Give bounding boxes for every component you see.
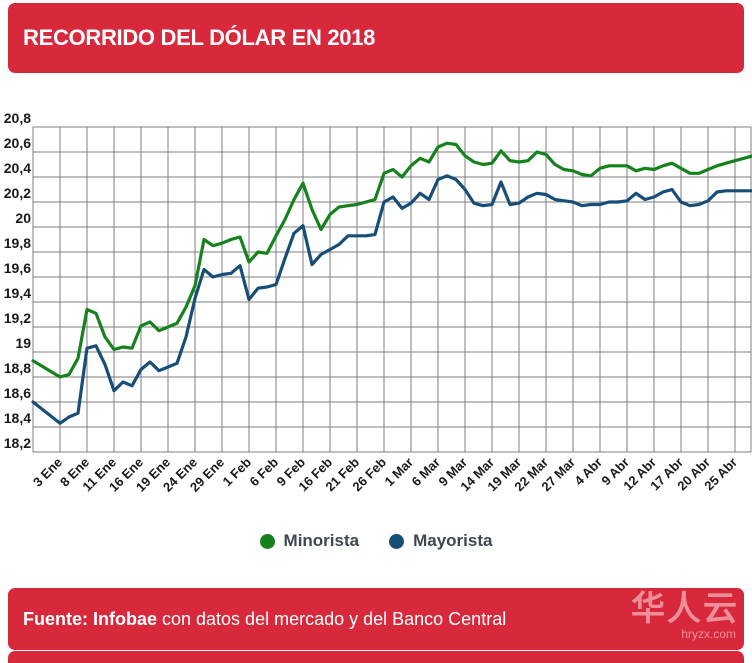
legend-item-mayorista: Mayorista [389, 531, 492, 551]
mayorista-dot-icon [389, 533, 405, 549]
x-tick-label: 4 Abr [571, 455, 605, 489]
y-tick-label: 18,2 [4, 435, 31, 451]
y-tick-label: 19 [15, 335, 31, 351]
grid-lines [32, 126, 752, 453]
y-tick-label: 19,6 [4, 260, 31, 276]
series-mayorista-line [31, 174, 752, 425]
x-tick-label: 6 Mar [408, 455, 443, 490]
page-title: RECORRIDO DEL DÓLAR EN 2018 [23, 25, 376, 50]
dollar-line-chart: 20,8 20,6 20,4 20,2 20 19,8 19,6 19,4 19,2 19 18,8… [4, 110, 752, 495]
series-minorista-line [31, 141, 752, 379]
source-banner: Fuente: Infobae con datos del mercado y … [8, 588, 744, 650]
x-tick-label: 1 Mar [381, 455, 416, 490]
source-name: Fuente: Infobae [23, 608, 157, 629]
y-tick-label: 19,8 [4, 235, 31, 251]
legend-label-mayorista: Mayorista [413, 531, 493, 550]
y-tick-label: 20,6 [4, 135, 31, 151]
y-tick-label: 18,6 [4, 385, 31, 401]
y-tick-label: 20,8 [4, 110, 31, 126]
legend-label-minorista: Minorista [283, 531, 360, 550]
y-tick-label: 19,4 [4, 285, 31, 301]
y-tick-label: 20 [15, 210, 31, 226]
source-text: Fuente: Infobae con datos del mercado y … [23, 609, 506, 630]
y-tick-label: 18,4 [4, 410, 31, 426]
x-tick-label: 1 Feb [219, 454, 254, 489]
title-banner: RECORRIDO DEL DÓLAR EN 2018 [8, 3, 744, 73]
legend-item-minorista: Minorista [259, 531, 360, 551]
y-tick-label: 20,4 [4, 160, 31, 176]
x-tick-label: 3 Ene [30, 455, 65, 490]
y-tick-label: 20,2 [4, 185, 31, 201]
y-tick-label: 19,2 [4, 310, 31, 326]
bottom-banner [8, 651, 744, 663]
source-rest: con datos del mercado y del Banco Centra… [157, 608, 507, 629]
x-tick-label: 6 Feb [246, 454, 281, 489]
y-axis-labels: 20,8 20,6 20,4 20,2 20 19,8 19,6 19,4 19,2 19 18,8… [4, 110, 31, 451]
y-tick-label: 18,8 [4, 360, 31, 376]
minorista-dot-icon [259, 533, 275, 549]
chart-legend: Minorista Mayorista [0, 531, 752, 551]
